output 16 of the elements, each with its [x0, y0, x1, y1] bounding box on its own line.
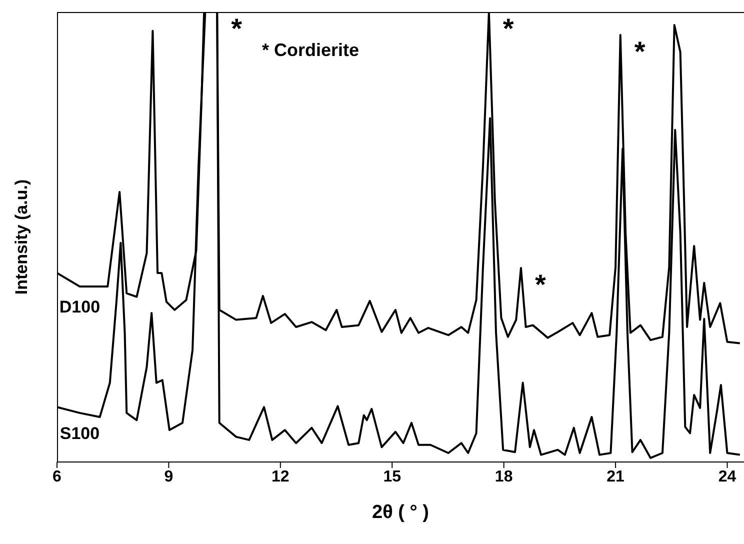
x-tick-label: 9 [164, 468, 174, 486]
x-tick-label: 12 [272, 468, 290, 486]
x-tick-label: 21 [606, 468, 625, 486]
series-label: S100 [60, 424, 100, 444]
annotation: * [231, 12, 242, 44]
x-tick-label: 24 [718, 468, 736, 486]
x-tick-label: 18 [494, 468, 513, 486]
x-tick-label: 15 [383, 468, 402, 486]
annotation: * [534, 268, 546, 300]
annotation: * Cordierite [262, 40, 360, 61]
annotation: * [502, 12, 514, 44]
annotation: * [634, 36, 646, 67]
series-label: D100 [59, 298, 100, 317]
x-tick-label: 6 [52, 468, 62, 486]
y-axis-title: Intensity (a.u.) [12, 179, 32, 295]
x-axis-title: 2θ ( ° ) [372, 502, 429, 523]
